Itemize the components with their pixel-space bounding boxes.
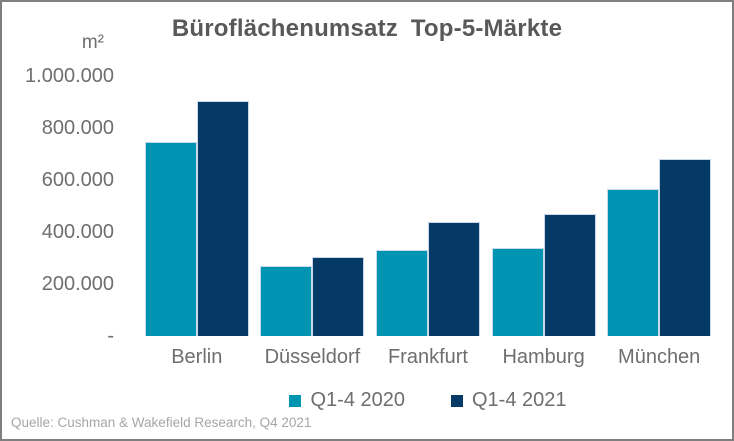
bar-q1-4-2020-berlin [144,142,197,336]
bar-group-berlin [139,76,255,336]
bar-q1-4-2021-hamburg [543,213,596,336]
x-axis-label-hamburg: Hamburg [502,346,585,368]
plot-area [139,76,717,336]
legend-swatch-q1-4-2020 [289,394,302,407]
x-axis-label-m-nchen: München [618,346,701,368]
x-axis-labels: Berlin Düsseldorf Frankfurt Hamburg München [139,346,717,369]
legend-item-q1-4-2021: Q1-4 2021 [451,389,567,412]
y-tick-label-600-000: 600.000 [41,169,114,191]
y-axis-unit-label: m² [81,32,104,53]
x-axis-label-berlin: Berlin [171,346,223,368]
bar-group-hamburg [486,76,602,336]
y-tick-label-800-000: 800.000 [41,117,114,139]
bar-q1-4-2020-frankfurt [375,250,428,336]
legend-item-q1-4-2020: Q1-4 2020 [289,389,405,412]
bar-group-m-nchen [601,76,717,336]
bar-q1-4-2020-hamburg [491,247,544,336]
bar-group-frankfurt [370,76,486,336]
bar-q1-4-2021-d-sseldorf [312,256,365,336]
bar-q1-4-2021-m-nchen [659,159,712,336]
chart-title: Büroflächenumsatz Top-5-Märkte [171,15,563,42]
y-tick-label-200-000: 200.000 [41,273,114,295]
bar-q1-4-2020-d-sseldorf [260,265,313,336]
source-note: Quelle: Cushman & Wakefield Research, Q4… [11,415,312,430]
y-tick-label-: - [107,325,114,347]
legend-swatch-q1-4-2021 [451,394,463,407]
legend-label-q1-4-2021: Q1-4 2021 [472,389,567,411]
bar-group-d-sseldorf [255,76,371,336]
bar-q1-4-2021-berlin [196,100,249,336]
y-tick-label-1-000-000: 1.000.000 [25,65,114,87]
bar-q1-4-2021-frankfurt [427,221,480,336]
legend-label-q1-4-2020: Q1-4 2020 [310,389,405,411]
x-axis-label-frankfurt: Frankfurt [387,346,468,368]
legend: Q1-4 2020 Q1-4 2021 [139,389,717,412]
x-axis-label-d-sseldorf: Düsseldorf [264,346,361,368]
y-tick-label-400-000: 400.000 [41,221,114,243]
bar-q1-4-2020-m-nchen [607,189,660,336]
